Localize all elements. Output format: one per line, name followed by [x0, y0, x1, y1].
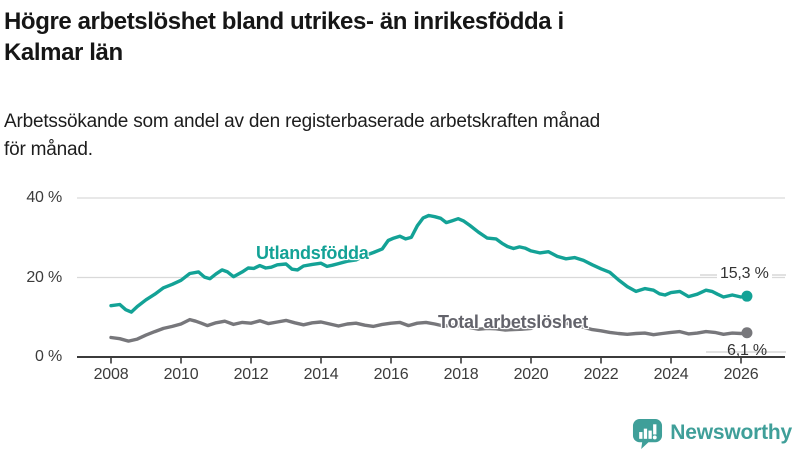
x-tick-label-2012: 2012 — [233, 366, 269, 383]
newsworthy-logo: Newsworthy — [632, 416, 792, 450]
title-line-1: Högre arbetslöshet bland utrikes- än inr… — [4, 8, 564, 35]
series-end-dot-utlandsfodda — [741, 290, 753, 302]
x-tick-label-2018: 2018 — [443, 366, 479, 383]
subtitle-line-1: Arbetssökande som andel av den registerb… — [4, 111, 601, 132]
subtitle-line-2: för månad. — [4, 139, 93, 160]
x-tick-label-2024: 2024 — [653, 366, 689, 383]
end-value-label-total: 6,1 % — [727, 342, 767, 359]
x-tick-label-2022: 2022 — [583, 366, 619, 383]
x-tick-label-2014: 2014 — [303, 366, 339, 383]
page-title: Högre arbetslöshet bland utrikes- än inr… — [4, 6, 784, 68]
series-line-total-arbetsloshet — [109, 317, 749, 343]
end-value-label-utlandsfodda: 15,3 % — [717, 265, 772, 283]
series-line-utlandsfodda — [109, 213, 749, 314]
x-tick-label-2026: 2026 — [723, 366, 759, 383]
y-tick-label-0: 0 % — [35, 348, 62, 365]
series-end-dot-total-arbetsloshet — [741, 327, 753, 339]
x-tick-label-2008: 2008 — [93, 366, 129, 383]
y-tick-label-20: 20 % — [26, 268, 62, 286]
series-label-utlandsfodda: Utlandsfödda — [256, 243, 369, 263]
x-tick-label-2010: 2010 — [163, 366, 199, 383]
newsworthy-speech-bubble-bar-chart-icon — [633, 418, 663, 449]
title-line-2: Kalmar län — [4, 39, 123, 66]
brand-name: Newsworthy — [670, 421, 792, 444]
series-label-total-arbetsloshet: Total arbetslöshet — [438, 312, 589, 332]
chart-subtitle: Arbetssökande som andel av den registerb… — [4, 108, 800, 164]
x-tick-label-2020: 2020 — [513, 366, 549, 383]
x-tick-label-2016: 2016 — [373, 366, 409, 383]
y-tick-label-40: 40 % — [26, 189, 62, 206]
